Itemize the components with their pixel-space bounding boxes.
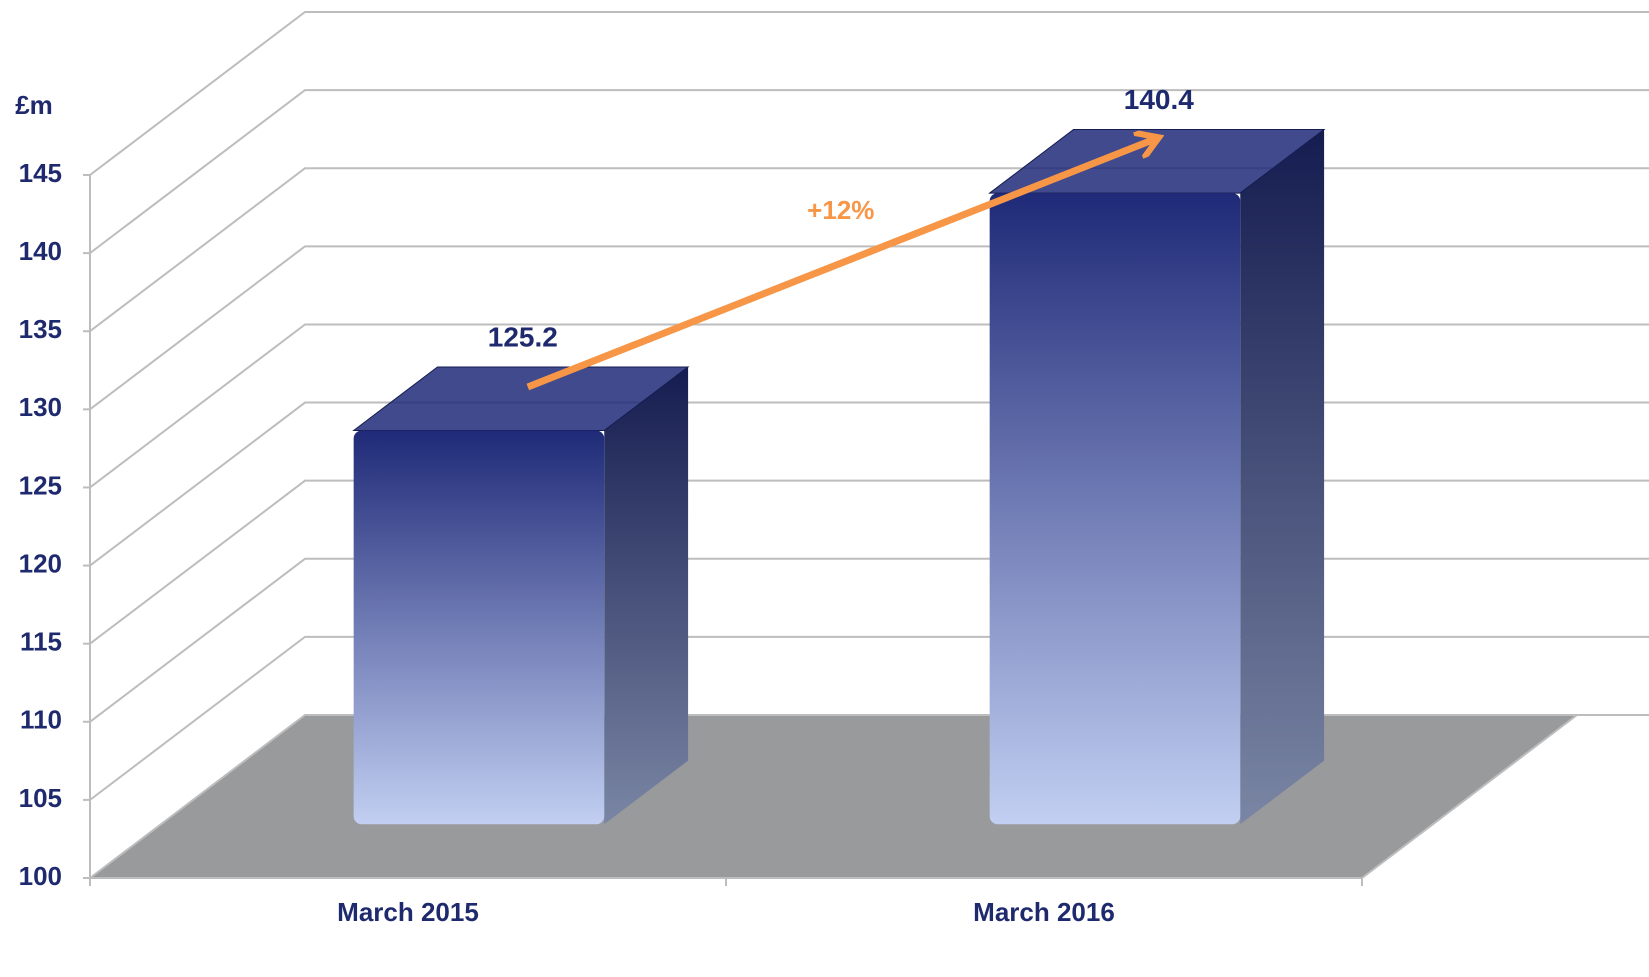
bar [352,366,690,825]
floor [90,715,1577,878]
grid-line [89,401,1649,567]
floor-edge [1361,714,1578,879]
data-label: 125.2 [488,321,558,352]
y-tick-label: 110 [20,705,62,735]
grid-line [89,479,1649,645]
bar-front [353,430,605,825]
x-tick-label: March 2016 [973,897,1115,927]
y-tick-label: 140 [19,236,62,266]
y-tick-label: 145 [19,158,62,188]
y-tick-label: 115 [20,627,62,657]
grid-line [89,557,1649,723]
bar-front [989,193,1241,825]
grid-line [89,11,1649,176]
annotation: +12% [807,195,874,225]
grid-line [89,245,1649,411]
y-tick-label: 125 [19,470,62,500]
y-tick-label: 100 [19,861,62,891]
y-tick-label: 120 [19,548,62,578]
data-label: 140.4 [1124,84,1194,115]
bar-side [604,366,689,825]
bar [988,129,1326,825]
y-tick-label: 130 [19,392,62,422]
growth-arrow [526,140,1154,391]
y-tick-label: 135 [19,314,62,344]
y-axis-label: £m [15,90,53,120]
grid-line [89,89,1649,254]
grid-line [89,323,1649,489]
x-tick-label: March 2015 [337,897,479,927]
y-tick-label: 105 [19,783,62,813]
bar-side [1240,129,1325,825]
